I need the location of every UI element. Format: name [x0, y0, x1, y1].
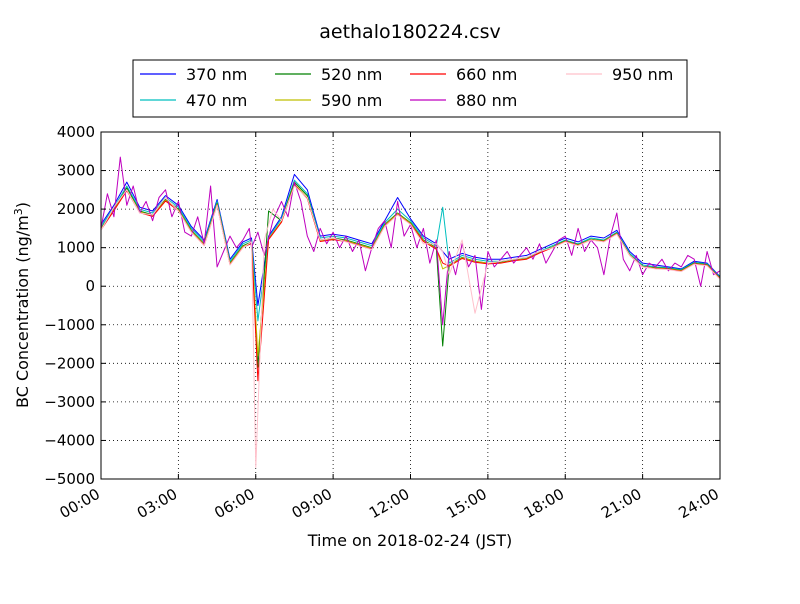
- legend-entry: 520 nm: [275, 65, 382, 84]
- legend-entry: 370 nm: [140, 65, 247, 84]
- legend: 370 nm 470 nm 520 nm 590 nm 660 nm 880 nm 950 …: [132, 59, 688, 118]
- y-axis-ticks: 4000 3000 2000 1000 0 −1000 −2000 −3000 −4000 −50…: [44, 123, 720, 488]
- series-line-370-nm: [100, 173, 721, 306]
- series-line-470-nm: [100, 179, 721, 322]
- chart-title: aethalo180224.csv: [319, 21, 501, 43]
- y-axis-label-main: BC Concentration (ng/m: [13, 215, 32, 408]
- series-lines: [100, 156, 721, 468]
- legend-entry: 660 nm: [410, 65, 517, 84]
- y-tick-label: −3000: [44, 393, 95, 411]
- y-axis-label-superscript: 3: [12, 208, 25, 215]
- legend-label: 370 nm: [186, 65, 247, 84]
- y-tick-label: −5000: [44, 470, 95, 488]
- legend-entry: 470 nm: [140, 91, 247, 110]
- y-axis-label-close: ): [13, 202, 32, 208]
- y-tick-label: 0: [85, 277, 95, 295]
- y-tick-label: −2000: [44, 354, 95, 372]
- legend-frame: [132, 59, 688, 118]
- y-tick-label: 2000: [57, 200, 95, 218]
- legend-entry: 950 nm: [566, 65, 673, 84]
- y-tick-label: 4000: [57, 123, 95, 141]
- legend-label: 880 nm: [456, 91, 517, 110]
- legend-label: 590 nm: [321, 91, 382, 110]
- legend-label: 520 nm: [321, 65, 382, 84]
- y-axis-label: BC Concentration (ng/m3): [12, 202, 32, 408]
- y-tick-label: 3000: [57, 162, 95, 180]
- y-tick-label: −4000: [44, 431, 95, 449]
- y-tick-label: −1000: [44, 316, 95, 334]
- legend-label: 470 nm: [186, 91, 247, 110]
- legend-entry: 590 nm: [275, 91, 382, 110]
- x-axis-label: Time on 2018-02-24 (JST): [307, 531, 512, 550]
- legend-label: 660 nm: [456, 65, 517, 84]
- y-tick-label: 1000: [57, 239, 95, 257]
- series-line-950-nm: [100, 185, 721, 468]
- legend-entry: 880 nm: [410, 91, 517, 110]
- legend-label: 950 nm: [612, 65, 673, 84]
